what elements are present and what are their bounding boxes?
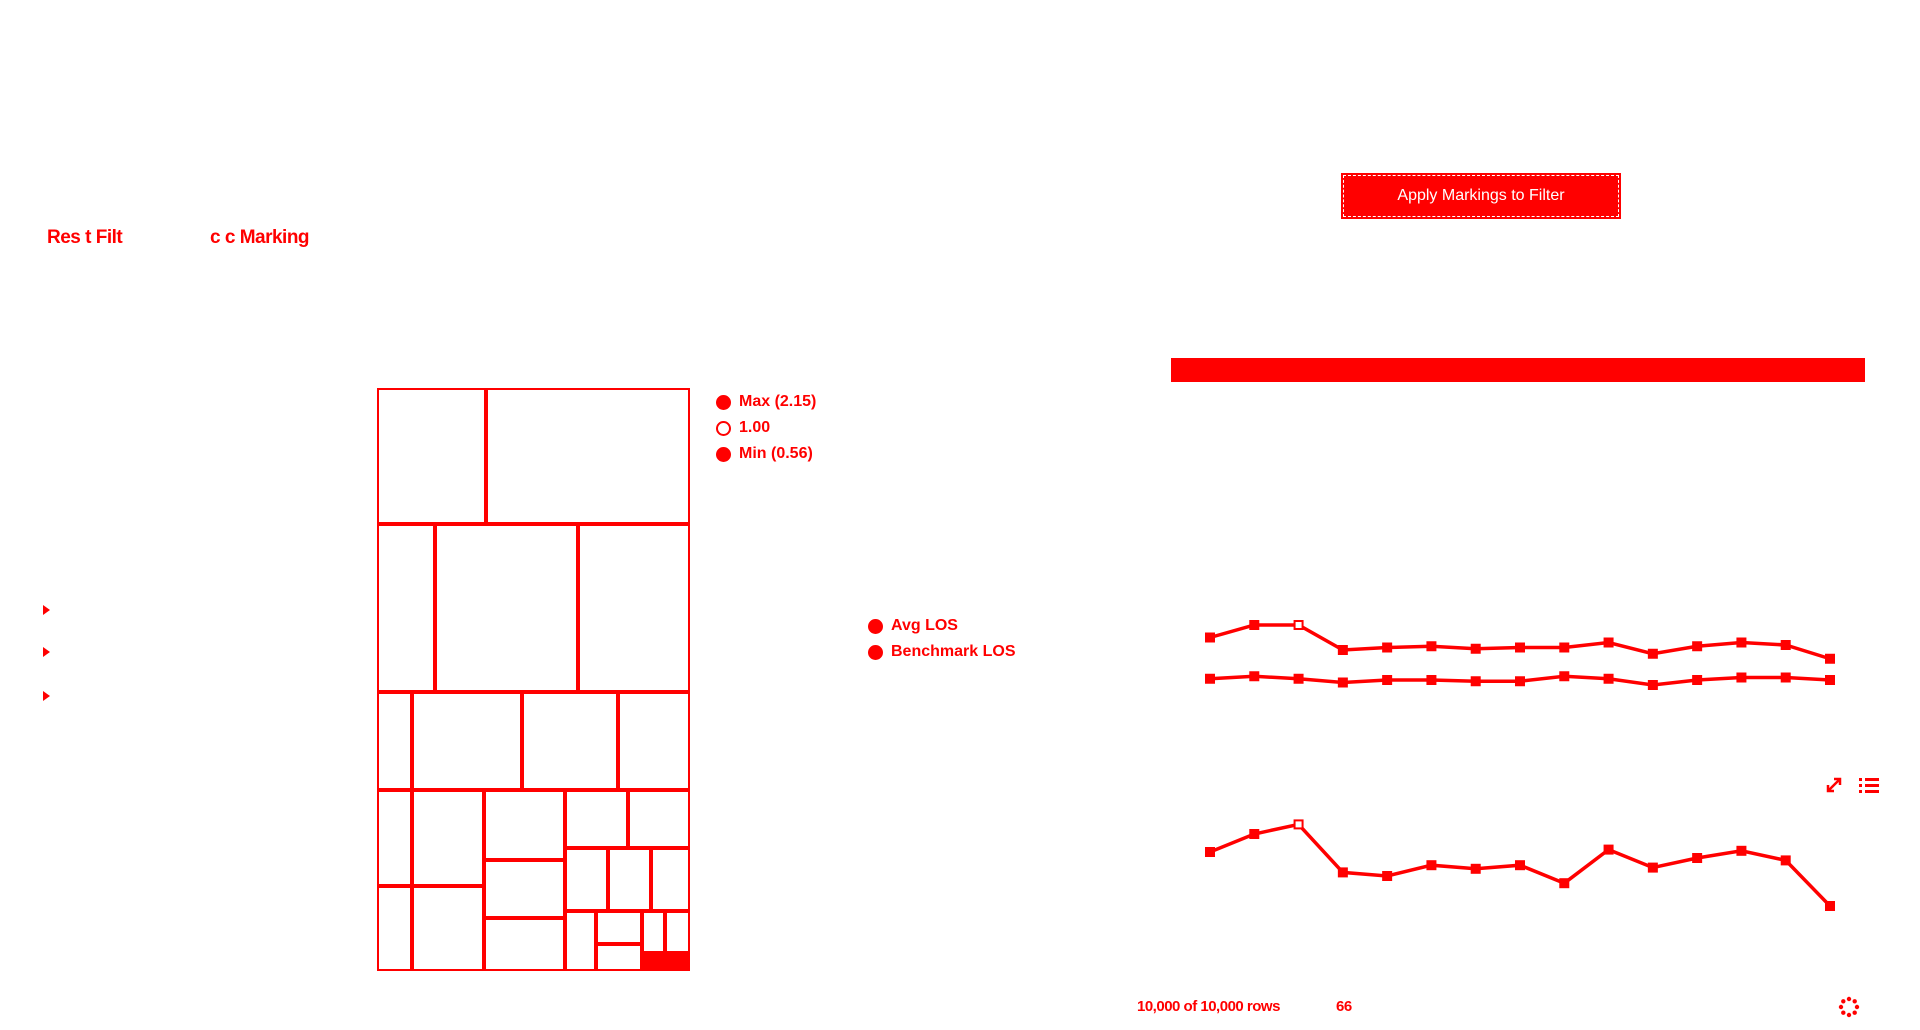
data-point[interactable] [1515, 860, 1525, 871]
treemap-cell[interactable] [377, 692, 412, 790]
legend-item-max: Max (2.15) [716, 393, 816, 411]
treemap-cell[interactable] [522, 692, 618, 790]
treemap-cell[interactable] [565, 911, 596, 971]
data-point[interactable] [1470, 676, 1481, 687]
filled-dot-icon [716, 446, 731, 462]
legend-item-min: Min (0.56) [716, 445, 816, 463]
data-point[interactable] [1603, 637, 1614, 648]
treemap-cell[interactable] [642, 911, 665, 953]
data-point[interactable] [1825, 675, 1835, 685]
data-point[interactable] [1825, 653, 1835, 664]
expand-icon[interactable] [1823, 774, 1845, 796]
treemap-cell[interactable] [565, 848, 608, 911]
tree-expand-arrow-3[interactable] [43, 691, 50, 701]
filled-dot-icon [868, 644, 883, 660]
treemap[interactable] [377, 388, 690, 971]
data-point[interactable] [1736, 637, 1747, 648]
data-point[interactable] [1293, 620, 1304, 630]
treemap-cell[interactable] [578, 524, 690, 692]
reset-filters-link[interactable]: Res t Filt [47, 227, 123, 248]
data-point[interactable] [1647, 680, 1658, 690]
data-point[interactable] [1780, 855, 1791, 866]
legend-item-mid: 1.00 [716, 419, 816, 437]
treemap-cell[interactable] [377, 524, 435, 692]
data-point[interactable] [1470, 643, 1481, 654]
treemap-cell[interactable] [628, 790, 690, 848]
data-point[interactable] [1603, 844, 1614, 855]
data-point[interactable] [1426, 675, 1437, 685]
data-point[interactable] [1382, 871, 1393, 881]
tree-expand-arrow-1[interactable] [43, 605, 50, 615]
treemap-cell[interactable] [412, 886, 484, 971]
data-point[interactable] [1647, 862, 1658, 873]
data-point[interactable] [1736, 672, 1747, 683]
treemap-cell[interactable] [608, 848, 651, 911]
data-point[interactable] [1426, 641, 1437, 652]
treemap-cell[interactable] [618, 692, 690, 790]
data-point[interactable] [1780, 640, 1791, 650]
treemap-cell[interactable] [377, 388, 486, 524]
data-point[interactable] [1559, 642, 1570, 653]
data-point[interactable] [1293, 819, 1304, 830]
treemap-cell[interactable] [484, 918, 565, 971]
data-point[interactable] [1249, 620, 1260, 630]
list-icon[interactable] [1858, 774, 1880, 796]
data-point[interactable] [1780, 672, 1791, 683]
data-point[interactable] [1736, 845, 1747, 856]
data-point[interactable] [1825, 901, 1835, 911]
data-point[interactable] [1382, 642, 1393, 653]
data-point[interactable] [1692, 853, 1703, 863]
selection-count-text: 66 [1336, 998, 1352, 1015]
variance-line-chart[interactable] [1190, 800, 1850, 940]
data-point[interactable] [1337, 867, 1348, 878]
data-point[interactable] [1692, 641, 1703, 652]
data-point[interactable] [1603, 673, 1614, 684]
data-point[interactable] [1337, 677, 1348, 688]
data-point[interactable] [1647, 648, 1658, 659]
data-point[interactable] [1249, 671, 1260, 682]
data-point[interactable] [1426, 860, 1437, 871]
data-point[interactable] [1205, 847, 1215, 857]
spinner-icon [1838, 996, 1860, 1018]
data-point[interactable] [1249, 829, 1260, 839]
treemap-cell[interactable] [651, 848, 690, 911]
treemap-cell[interactable] [665, 911, 690, 953]
line-chart-legend: Avg LOS Benchmark LOS [868, 617, 1015, 661]
treemap-cell[interactable] [484, 790, 565, 860]
data-point[interactable] [1293, 673, 1304, 684]
tree-expand-arrow-2[interactable] [43, 647, 50, 657]
data-point[interactable] [1382, 675, 1393, 685]
data-point[interactable] [1470, 863, 1481, 874]
los-line-chart[interactable] [1190, 590, 1850, 710]
treemap-cell[interactable] [642, 953, 690, 971]
treemap-cell[interactable] [596, 911, 642, 944]
apply-markings-button[interactable]: Apply Markings to Filter [1341, 173, 1621, 219]
filled-dot-icon [868, 618, 883, 634]
filled-dot-icon [716, 394, 731, 410]
hollow-dot-icon [716, 420, 731, 436]
legend-item-avg-los[interactable]: Avg LOS [868, 617, 1015, 635]
treemap-cell[interactable] [412, 692, 522, 790]
data-point[interactable] [1205, 673, 1215, 684]
chart-header-bar [1171, 358, 1865, 382]
data-point[interactable] [1515, 642, 1525, 653]
treemap-cell[interactable] [486, 388, 690, 524]
treemap-legend: Max (2.15) 1.00 Min (0.56) [716, 393, 816, 463]
data-point[interactable] [1337, 645, 1348, 655]
data-point[interactable] [1559, 878, 1570, 889]
clear-marking-link[interactable]: c c Marking [210, 227, 310, 248]
row-count-text: 10,000 of 10,000 rows [1137, 998, 1280, 1015]
treemap-cell[interactable] [377, 790, 412, 886]
data-point[interactable] [1205, 632, 1215, 643]
legend-item-benchmark-los[interactable]: Benchmark LOS [868, 643, 1015, 661]
data-point[interactable] [1559, 671, 1570, 682]
treemap-cell[interactable] [412, 790, 484, 886]
treemap-cell[interactable] [435, 524, 578, 692]
treemap-cell[interactable] [484, 860, 565, 918]
treemap-cell[interactable] [377, 886, 412, 971]
treemap-cell[interactable] [596, 944, 642, 971]
treemap-cell[interactable] [565, 790, 628, 848]
data-point[interactable] [1692, 675, 1703, 685]
data-point[interactable] [1515, 676, 1525, 687]
